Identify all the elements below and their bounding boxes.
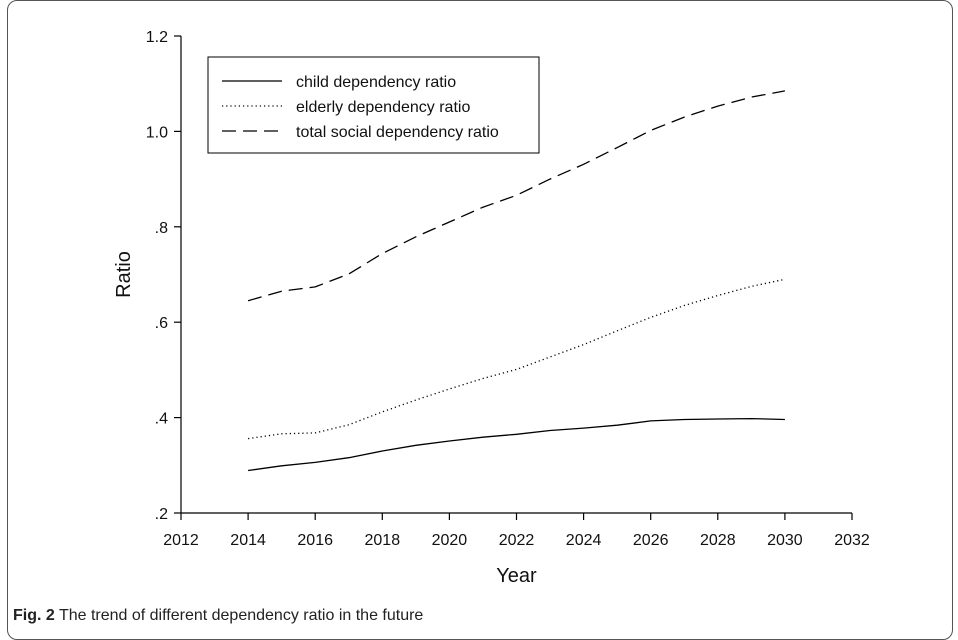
chart-series bbox=[247, 90, 786, 472]
x-tick-label: 2026 bbox=[633, 532, 669, 549]
series-line-dotted bbox=[248, 278, 786, 440]
legend-box bbox=[207, 56, 540, 154]
x-tick-label: 2028 bbox=[700, 532, 736, 549]
y-axis-ticks: .2 .4 .6 .8 1.0 1.2 bbox=[146, 29, 181, 523]
x-axis-ticks: 2012 2014 2016 2018 2020 2022 2024 2026 2028 2030… bbox=[163, 513, 870, 549]
x-tick-label: 2032 bbox=[834, 532, 870, 549]
x-tick-label: 2012 bbox=[163, 532, 199, 549]
figure-caption-label: Fig. 2 bbox=[13, 607, 55, 624]
series-line-solid bbox=[248, 417, 785, 472]
x-tick-label: 2018 bbox=[365, 532, 401, 549]
y-tick-label: .4 bbox=[155, 411, 168, 428]
x-axis-title: Year bbox=[496, 565, 537, 587]
series-line-dashed bbox=[247, 90, 786, 302]
chart-axes: 2012 2014 2016 2018 2020 2022 2024 2026 2028 2030… bbox=[146, 29, 870, 549]
legend-label: total social dependency ratio bbox=[296, 124, 499, 141]
chart-legend: child dependency ratio elderly dependency… bbox=[207, 56, 540, 154]
legend-items: child dependency ratio elderly dependency… bbox=[222, 74, 499, 141]
legend-label: elderly dependency ratio bbox=[296, 99, 470, 116]
y-tick-label: .2 bbox=[155, 506, 168, 523]
x-tick-label: 2020 bbox=[432, 532, 468, 549]
y-tick-label: .6 bbox=[155, 315, 168, 332]
figure-caption-text: The trend of different dependency ratio … bbox=[58, 607, 424, 624]
legend-label: child dependency ratio bbox=[296, 74, 456, 91]
y-axis-title: Ratio bbox=[113, 251, 135, 298]
y-tick-label: 1.2 bbox=[146, 29, 168, 46]
x-tick-label: 2016 bbox=[297, 532, 333, 549]
x-tick-label: 2024 bbox=[566, 532, 602, 549]
x-tick-label: 2030 bbox=[767, 532, 803, 549]
y-tick-label: 1.0 bbox=[146, 124, 168, 141]
x-tick-label: 2022 bbox=[499, 532, 535, 549]
y-tick-label: .8 bbox=[155, 220, 168, 237]
figure-caption: Fig. 2 The trend of different dependency… bbox=[13, 607, 423, 625]
x-tick-label: 2014 bbox=[230, 532, 266, 549]
